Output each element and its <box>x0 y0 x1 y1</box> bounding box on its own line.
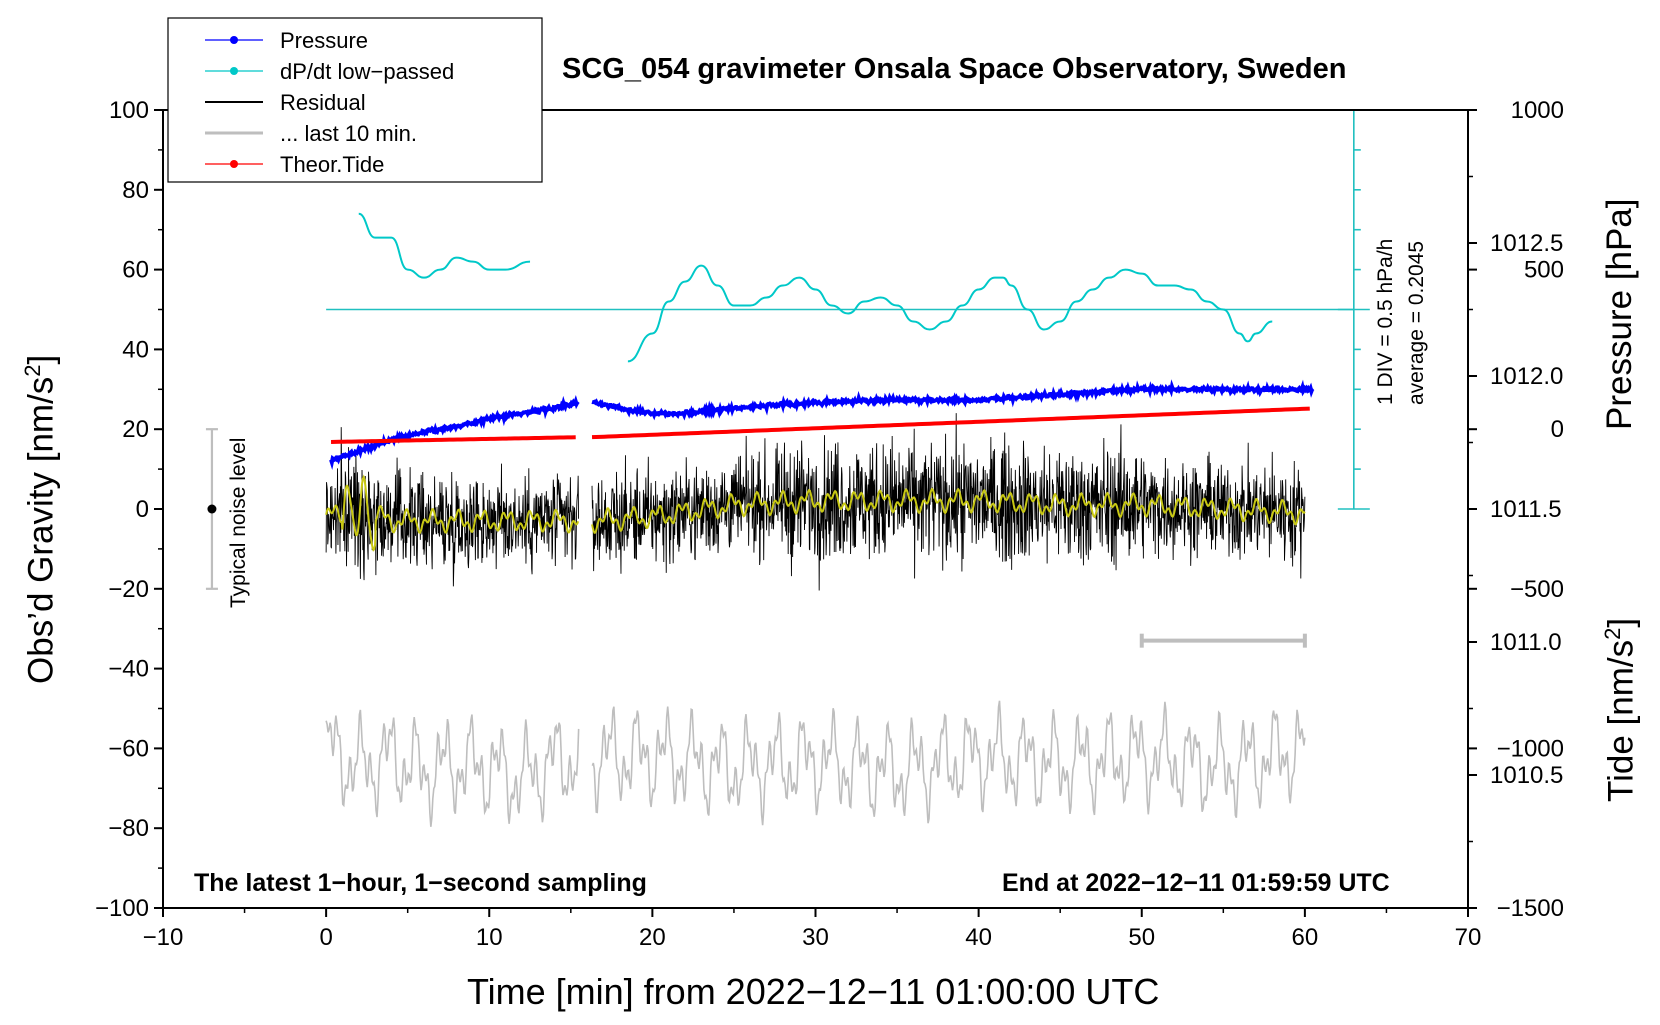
legend-label: Theor.Tide <box>280 152 384 177</box>
last-10min-series-line <box>325 700 1306 827</box>
tide-tick-label: 500 <box>1524 257 1564 284</box>
legend-label: ... last 10 min. <box>280 121 417 146</box>
legend-marker <box>230 67 238 75</box>
x-tick-label: 20 <box>639 924 666 951</box>
y-tick-label: −20 <box>108 576 149 603</box>
x-axis-label: Time [min] from 2022−12−11 01:00:00 UTC <box>467 971 1160 1012</box>
pressure-tick-label: 1012.0 <box>1490 363 1563 390</box>
legend-marker <box>230 160 238 168</box>
pressure-tick-label: 1011.5 <box>1490 496 1562 523</box>
dpdt-axis <box>1337 109 1370 510</box>
tide-tick-label: −1500 <box>1497 895 1564 922</box>
tick-layer: −10 0 10 20 30 40 50 60 70−100−80−60−40−20020406… <box>95 97 1564 951</box>
dpdt-series-line-1 <box>358 212 531 279</box>
residual-series-line <box>325 413 1306 591</box>
y-tick-label: 20 <box>122 416 149 443</box>
legend-label: dP/dt low−passed <box>280 59 454 84</box>
dpdt-average-label: average = 0.2045 <box>1405 240 1428 405</box>
legend-marker <box>230 36 238 44</box>
pressure-tick-label: 1011.0 <box>1490 629 1562 656</box>
dpdt-div-label: 1 DIV = 0.5 hPa/h <box>1374 238 1397 405</box>
x-tick-label: 10 <box>476 924 503 951</box>
sampling-note: The latest 1−hour, 1−second sampling <box>194 869 647 897</box>
residual-smoothed-line <box>325 474 1306 552</box>
pressure-series-line <box>329 379 1315 470</box>
tide-tick-label: 0 <box>1551 416 1564 443</box>
y-tick-label: 0 <box>136 496 149 523</box>
y-tick-label: 100 <box>109 97 149 124</box>
y-axis-label-left-sup: 2 <box>20 364 45 377</box>
y-tick-label: −80 <box>108 815 149 842</box>
y-tick-label: 60 <box>122 257 149 284</box>
chart-title: SCG_054 gravimeter Onsala Space Observat… <box>562 53 1347 85</box>
y-tick-label: −40 <box>108 656 149 683</box>
tide-series-line <box>330 406 1310 444</box>
x-tick-label: 40 <box>965 924 992 951</box>
y-axis-label-pressure: Pressure [hPa] <box>1600 198 1639 431</box>
y-axis-label-tide: Tide [nm/s2] <box>1600 617 1641 802</box>
noise-level-label: Typical noise level <box>227 437 250 608</box>
legend-label: Residual <box>280 90 366 115</box>
legend-label: Pressure <box>280 28 368 53</box>
series-layer <box>205 212 1354 827</box>
y-tick-label: 80 <box>122 177 149 204</box>
tide-tick-label: −500 <box>1510 576 1564 603</box>
end-time-note: End at 2022−12−11 01:59:59 UTC <box>1002 869 1390 897</box>
legend: Pressure dP/dt low−passed Residual ... last… <box>167 17 543 183</box>
tide-tick-label: 1000 <box>1511 97 1564 124</box>
x-tick-label: −10 <box>143 924 184 951</box>
tide-tick-label: −1000 <box>1497 735 1564 762</box>
y-tick-label: 40 <box>122 336 149 363</box>
x-tick-label: 70 <box>1455 924 1482 951</box>
x-tick-label: 30 <box>802 924 829 951</box>
dpdt-series-line-2 <box>627 264 1273 363</box>
y-axis-label-tide-text: Tide [nm/s <box>1601 639 1641 802</box>
y-axis-label-tide-end: ] <box>1601 617 1641 628</box>
legend-box <box>167 17 543 183</box>
x-tick-label: 60 <box>1292 924 1319 951</box>
x-tick-label: 0 <box>319 924 332 951</box>
pressure-tick-label: 1010.5 <box>1490 762 1563 789</box>
y-tick-label: −60 <box>108 735 149 762</box>
pressure-tick-label: 1012.5 <box>1490 230 1563 257</box>
noise-center-dot <box>207 504 217 514</box>
x-tick-label: 50 <box>1128 924 1155 951</box>
y-axis-label-left: Obs’d Gravity [nm/s2] <box>20 354 61 684</box>
y-axis-label-left-text: Obs’d Gravity [nm/s <box>21 376 61 684</box>
y-axis-label-tide-sup: 2 <box>1600 627 1625 640</box>
y-tick-label: −100 <box>95 895 149 922</box>
y-axis-label-left-end: ] <box>21 354 61 365</box>
